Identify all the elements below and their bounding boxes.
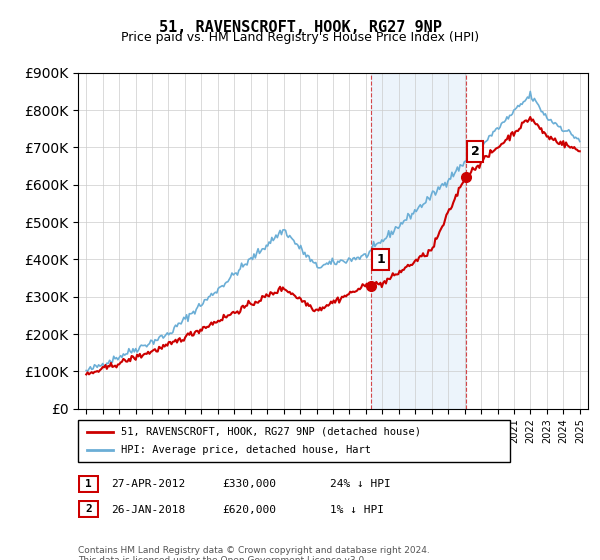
Text: 1% ↓ HPI: 1% ↓ HPI — [330, 505, 384, 515]
Text: 24% ↓ HPI: 24% ↓ HPI — [330, 479, 391, 489]
FancyBboxPatch shape — [79, 501, 98, 517]
Text: 1: 1 — [376, 253, 385, 266]
FancyBboxPatch shape — [78, 420, 510, 462]
Text: 26-JAN-2018: 26-JAN-2018 — [111, 505, 185, 515]
Text: HPI: Average price, detached house, Hart: HPI: Average price, detached house, Hart — [121, 445, 371, 455]
Text: 27-APR-2012: 27-APR-2012 — [111, 479, 185, 489]
Text: 2: 2 — [470, 145, 479, 158]
Text: Contains HM Land Registry data © Crown copyright and database right 2024.
This d: Contains HM Land Registry data © Crown c… — [78, 546, 430, 560]
Text: 51, RAVENSCROFT, HOOK, RG27 9NP (detached house): 51, RAVENSCROFT, HOOK, RG27 9NP (detache… — [121, 427, 421, 437]
Text: Price paid vs. HM Land Registry's House Price Index (HPI): Price paid vs. HM Land Registry's House … — [121, 31, 479, 44]
Bar — [371, 73, 466, 409]
Text: 2: 2 — [85, 504, 92, 514]
Text: £620,000: £620,000 — [222, 505, 276, 515]
FancyBboxPatch shape — [79, 476, 98, 492]
Text: 1: 1 — [85, 479, 92, 489]
Text: 51, RAVENSCROFT, HOOK, RG27 9NP: 51, RAVENSCROFT, HOOK, RG27 9NP — [158, 20, 442, 35]
Text: £330,000: £330,000 — [222, 479, 276, 489]
